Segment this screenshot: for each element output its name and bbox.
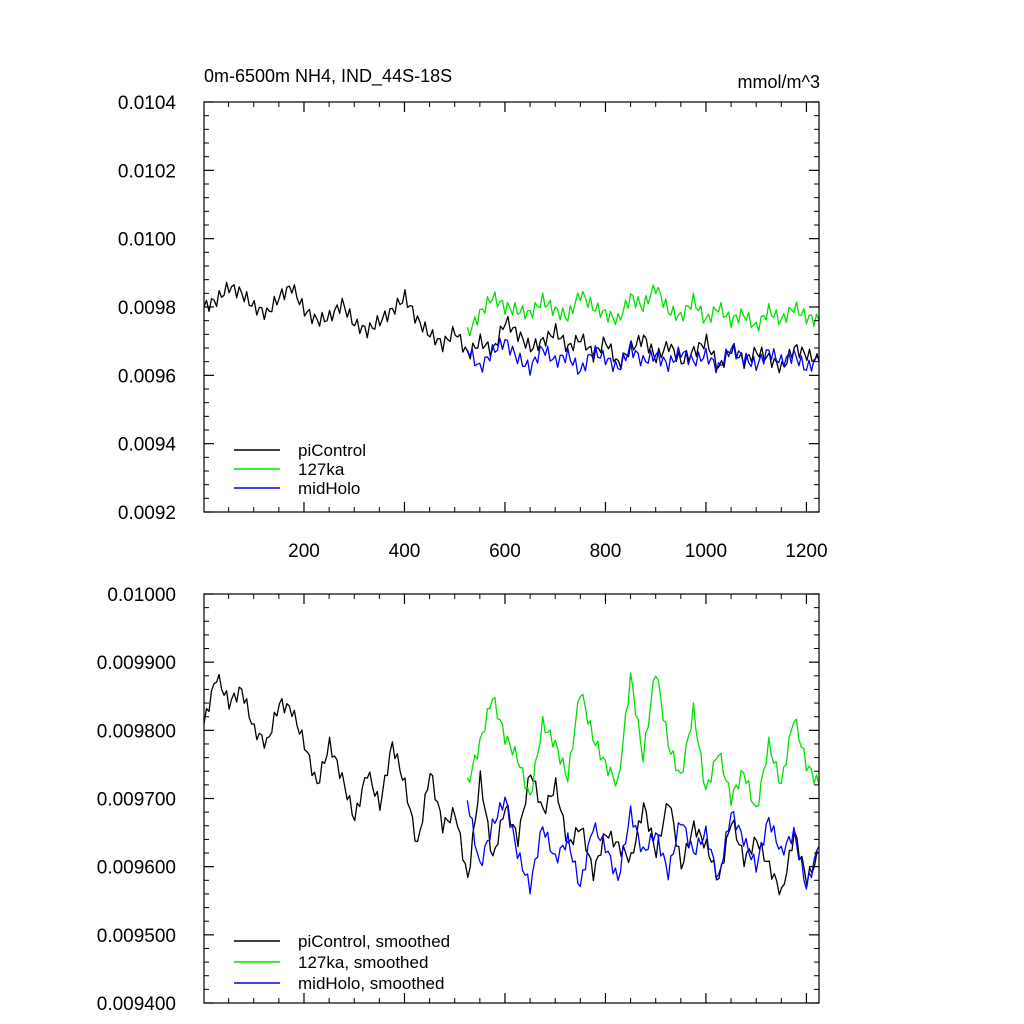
series-line-midholo-smoothed bbox=[466, 796, 820, 895]
y-tick-label: 0.009500 bbox=[97, 926, 176, 947]
y-tick-label: 0.0094 bbox=[118, 435, 177, 456]
chart-title: 0m-6500m NH4, IND_44S-18S bbox=[204, 66, 452, 87]
series-line-midholo bbox=[466, 337, 820, 376]
legend-label: midHolo bbox=[298, 479, 360, 498]
y-tick-label: 0.009700 bbox=[97, 790, 176, 811]
y-tick-label: 0.0096 bbox=[118, 366, 176, 387]
legend-label: piControl, smoothed bbox=[298, 932, 450, 951]
y-tick-label: 0.0104 bbox=[118, 93, 177, 114]
y-tick-label: 0.0098 bbox=[118, 298, 176, 319]
x-tick-label: 1200 bbox=[785, 541, 827, 562]
top-panel: 0m-6500m NH4, IND_44S-18S mmol/m^3 0.009… bbox=[118, 66, 828, 562]
y-tick-label: 0.009600 bbox=[97, 858, 176, 879]
x-tick-label: 1000 bbox=[685, 541, 727, 562]
legend-label: piControl bbox=[298, 441, 366, 460]
x-tick-label: 400 bbox=[389, 541, 421, 562]
legend-label: midHolo, smoothed bbox=[298, 974, 444, 993]
x-tick-label: 800 bbox=[590, 541, 622, 562]
y-tick-label: 0.009900 bbox=[97, 653, 176, 674]
y-tick-label: 0.0102 bbox=[118, 161, 176, 182]
x-tick-label: 600 bbox=[489, 541, 521, 562]
series-line-127ka-smoothed bbox=[466, 672, 820, 808]
bottom-legend: piControl, smoothed 127ka, smoothed midHol… bbox=[234, 932, 450, 993]
y-tick-label: 0.009400 bbox=[97, 994, 176, 1015]
series-line-picontrol bbox=[203, 281, 820, 374]
top-plot-frame bbox=[203, 101, 820, 513]
y-tick-label: 0.01000 bbox=[107, 585, 176, 606]
top-series-lines bbox=[203, 281, 820, 376]
y-tick-label: 0.0092 bbox=[118, 503, 176, 524]
units-label: mmol/m^3 bbox=[738, 72, 820, 92]
series-line-picontrol-smoothed bbox=[203, 673, 820, 896]
series-line-127ka bbox=[466, 284, 820, 337]
y-tick-label: 0.0100 bbox=[118, 230, 176, 251]
legend-label: 127ka, smoothed bbox=[298, 953, 428, 972]
bottom-series-lines bbox=[203, 672, 820, 896]
top-ticks: 0.0092 0.0094 0.0096 0.0098 0.0100 0.0102 0.01… bbox=[118, 93, 828, 562]
x-tick-label: 200 bbox=[288, 541, 320, 562]
bottom-ticks: 0.009400 0.009500 0.009600 0.009700 0.009800… bbox=[97, 585, 819, 1015]
legend-label: 127ka bbox=[298, 460, 345, 479]
bottom-panel: 0.009400 0.009500 0.009600 0.009700 0.009800… bbox=[97, 585, 820, 1015]
y-tick-label: 0.009800 bbox=[97, 721, 176, 742]
bottom-plot-frame bbox=[203, 593, 820, 1004]
